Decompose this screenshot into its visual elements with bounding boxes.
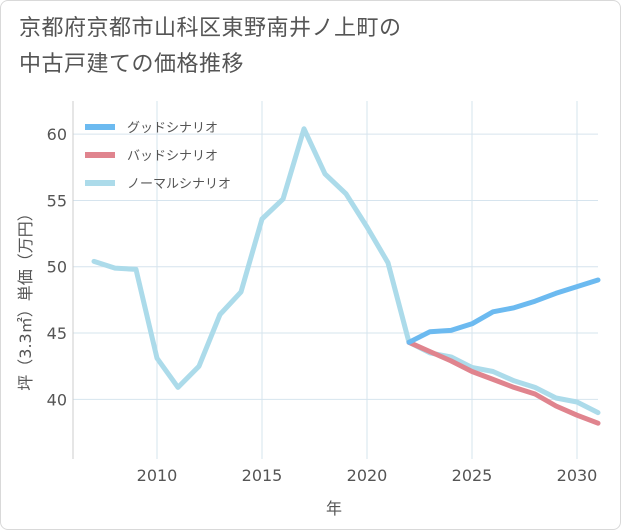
- y-tick-label: 50: [47, 258, 67, 277]
- y-tick-label: 55: [47, 191, 67, 210]
- series-layer: [91, 126, 601, 426]
- x-tick-label: 2030: [557, 466, 598, 485]
- grid: [73, 101, 598, 459]
- y-tick-label: 60: [47, 125, 67, 144]
- chart-title-line-1: 京都府京都市山科区東野南井ノ上町の: [19, 16, 402, 41]
- chart-title-line-2: 中古戸建ての価格推移: [19, 52, 245, 77]
- series-line-2: [91, 126, 601, 416]
- chart-title: 京都府京都市山科区東野南井ノ上町の 中古戸建ての価格推移: [19, 11, 402, 83]
- x-axis-title: 年: [326, 499, 342, 518]
- x-tick-label: 2015: [242, 466, 283, 485]
- x-tick-label: 2025: [452, 466, 493, 485]
- legend-label: グッドシナリオ: [127, 121, 218, 136]
- axes: 40 45 50 55 60 2010 2015 2020 2025 2030: [47, 101, 598, 485]
- x-tick-label: 2020: [347, 466, 388, 485]
- series-line-0: [406, 277, 601, 345]
- y-tick-label: 40: [47, 390, 67, 409]
- x-tick-label: 2010: [137, 466, 178, 485]
- y-axis-title: 坪（3.3㎡）単価（万円）: [16, 205, 35, 390]
- legend-label: ノーマルシナリオ: [127, 177, 231, 192]
- legend-label: バッドシナリオ: [127, 149, 218, 164]
- y-tick-label: 45: [47, 324, 67, 343]
- series-line-1: [406, 339, 601, 426]
